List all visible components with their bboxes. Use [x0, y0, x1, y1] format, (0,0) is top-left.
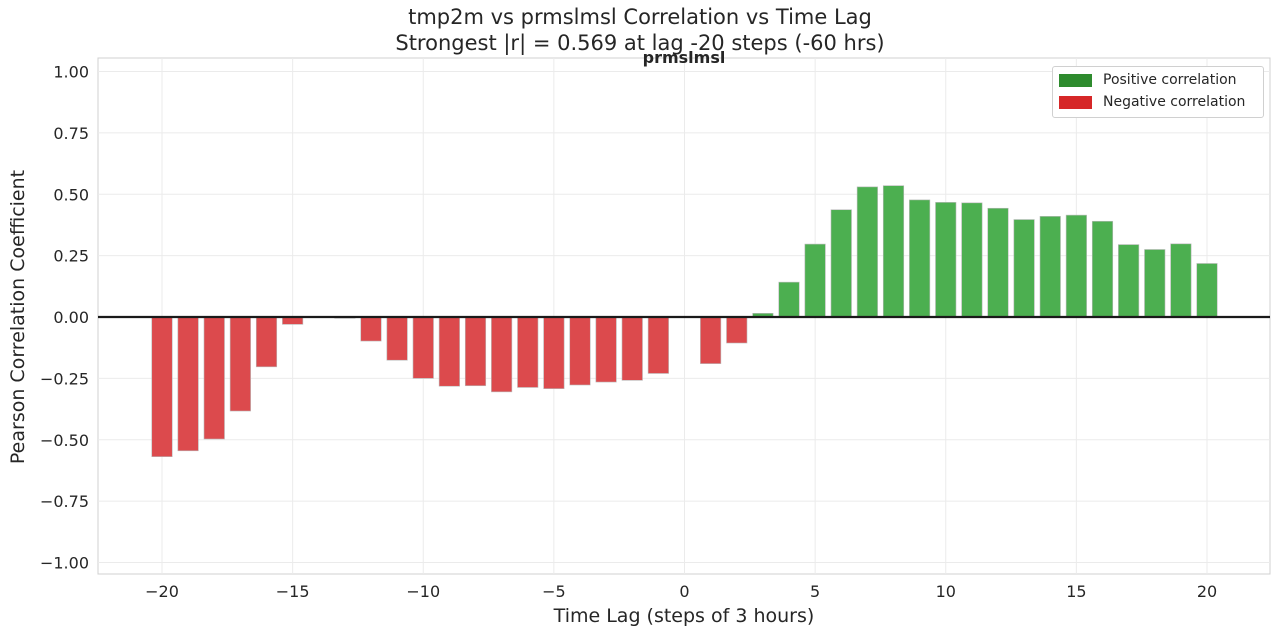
bar-lag--10 [412, 316, 434, 379]
positive-swatch-icon [1059, 73, 1092, 87]
bar-lag-8 [882, 185, 905, 318]
bar-lag--9 [438, 316, 460, 387]
x-tick-label: 20 [1197, 582, 1217, 601]
chart-title-line1: tmp2m vs prmslmsl Correlation vs Time La… [408, 5, 872, 29]
bar-lag--6 [517, 316, 539, 388]
legend: Positive correlation Negative correlatio… [1052, 66, 1264, 118]
bar-lag-7 [856, 186, 878, 318]
bar-lag-14 [1039, 216, 1061, 318]
chart-title-line2: Strongest |r| = 0.569 at lag -20 steps (… [395, 31, 885, 55]
bar-lag--1 [647, 316, 669, 374]
negative-swatch-icon [1059, 95, 1092, 109]
bar-lag--2 [621, 316, 643, 381]
y-tick-label: 0.50 [53, 185, 89, 204]
legend-label-negative: Negative correlation [1103, 94, 1246, 110]
bar-lag-6 [830, 209, 852, 318]
bar-lag--5 [543, 316, 565, 389]
legend-label-positive: Positive correlation [1103, 72, 1237, 88]
x-tick-label: −10 [406, 582, 440, 601]
bar-lag-5 [804, 243, 826, 318]
bar-lag-9 [909, 199, 931, 318]
y-tick-label: 1.00 [53, 63, 89, 82]
bar-lag-12 [987, 207, 1009, 318]
bars [151, 185, 1218, 457]
y-axis-label: Pearson Correlation Coefficient [7, 170, 29, 464]
bar-lag--15 [282, 316, 304, 325]
bar-lag--17 [229, 316, 251, 412]
y-tick-label: −0.25 [40, 369, 89, 388]
bar-lag-20 [1196, 263, 1218, 318]
bar-lag-2 [726, 316, 748, 344]
x-tick-label: 10 [936, 582, 956, 601]
x-tick-label: −20 [145, 582, 179, 601]
bar-lag-1 [700, 316, 722, 364]
legend-item-negative: Negative correlation [1059, 94, 1245, 110]
y-tick-label: −0.75 [40, 492, 89, 511]
bar-lag--20 [151, 316, 173, 457]
x-axis-label: Time Lag (steps of 3 hours) [553, 605, 815, 627]
bar-lag--7 [491, 316, 513, 393]
y-tick-label: 0.25 [53, 247, 89, 266]
x-tick-label: 5 [810, 582, 820, 601]
bar-lag--16 [255, 316, 278, 368]
x-tick-label: −15 [276, 582, 310, 601]
y-axis-ticks: −1.00 −0.75 −0.50 −0.25 0.00 0.25 0.50 0.75 1.00 [40, 63, 89, 573]
bar-lag--8 [464, 316, 487, 387]
y-tick-label: −1.00 [40, 554, 89, 573]
y-tick-label: 0.00 [53, 308, 89, 327]
bar-lag--4 [569, 316, 591, 386]
bar-lag-4 [778, 281, 800, 318]
x-axis-ticks: −20 −15 −10 −5 0 5 10 15 20 [145, 582, 1217, 601]
bar-lag-17 [1118, 244, 1140, 318]
bar-lag-15 [1065, 214, 1087, 318]
bar-lag--19 [177, 316, 199, 452]
x-tick-label: 15 [1066, 582, 1086, 601]
y-tick-label: −0.50 [40, 431, 89, 450]
bar-lag--12 [360, 316, 382, 342]
y-tick-label: 0.75 [53, 124, 89, 143]
x-tick-label: 0 [679, 582, 689, 601]
bar-lag-18 [1144, 249, 1166, 318]
legend-item-positive: Positive correlation [1059, 72, 1237, 88]
bar-lag-16 [1091, 220, 1114, 318]
subplot-subtitle: prmslmsl [643, 48, 726, 67]
bar-lag--3 [595, 316, 617, 383]
bar-lag-19 [1170, 243, 1192, 318]
bar-lag--11 [386, 316, 408, 361]
bar-lag-13 [1013, 219, 1035, 318]
bar-lag-11 [961, 202, 983, 318]
x-tick-label: −5 [542, 582, 566, 601]
bar-lag-10 [935, 202, 957, 318]
bar-lag--18 [203, 316, 225, 440]
